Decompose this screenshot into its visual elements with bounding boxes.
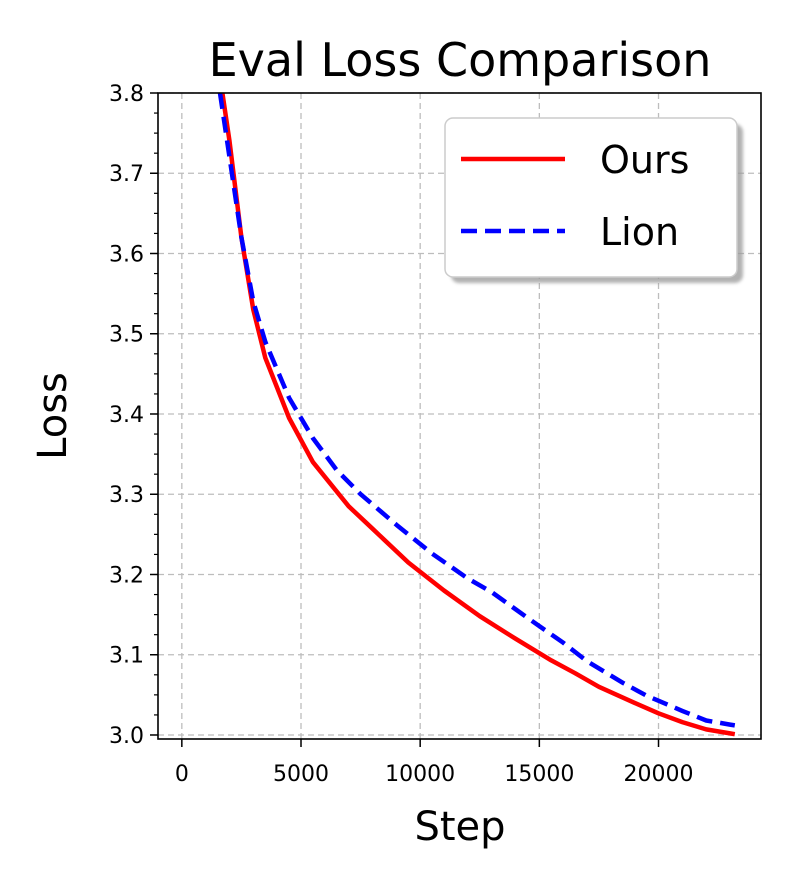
y-tick-label: 3.5 — [109, 323, 144, 348]
legend-label-lion: Lion — [600, 210, 679, 254]
x-tick-label: 10000 — [385, 762, 455, 787]
y-axis-ticks: 3.0 3.1 3.2 3.3 3.4 3.5 3.6 3.7 3.8 — [109, 82, 158, 749]
x-axis-ticks: 0 5000 10000 15000 20000 — [175, 739, 694, 787]
x-tick-label: 0 — [175, 762, 189, 787]
legend: Ours Lion — [444, 117, 743, 283]
series-layer — [217, 93, 736, 737]
y-tick-label: 3.2 — [109, 563, 144, 588]
y-tick-label: 3.8 — [109, 82, 144, 107]
y-tick-label: 3.1 — [109, 644, 144, 669]
x-tick-label: 5000 — [273, 762, 329, 787]
chart-title: Eval Loss Comparison — [209, 33, 712, 87]
y-tick-label: 3.0 — [109, 724, 144, 749]
legend-box — [444, 117, 738, 278]
y-tick-label: 3.3 — [109, 483, 144, 508]
series-line-lion — [217, 93, 736, 728]
legend-label-ours: Ours — [600, 138, 689, 182]
y-tick-label: 3.6 — [109, 242, 144, 267]
y-axis-label: Loss — [30, 372, 76, 460]
y-tick-label: 3.7 — [109, 162, 144, 187]
series-line-ours — [220, 93, 736, 737]
y-tick-label: 3.4 — [109, 403, 144, 428]
x-tick-label: 15000 — [504, 762, 574, 787]
x-tick-label: 20000 — [624, 762, 694, 787]
x-axis-label: Step — [414, 804, 505, 850]
plot-frame — [157, 92, 762, 740]
